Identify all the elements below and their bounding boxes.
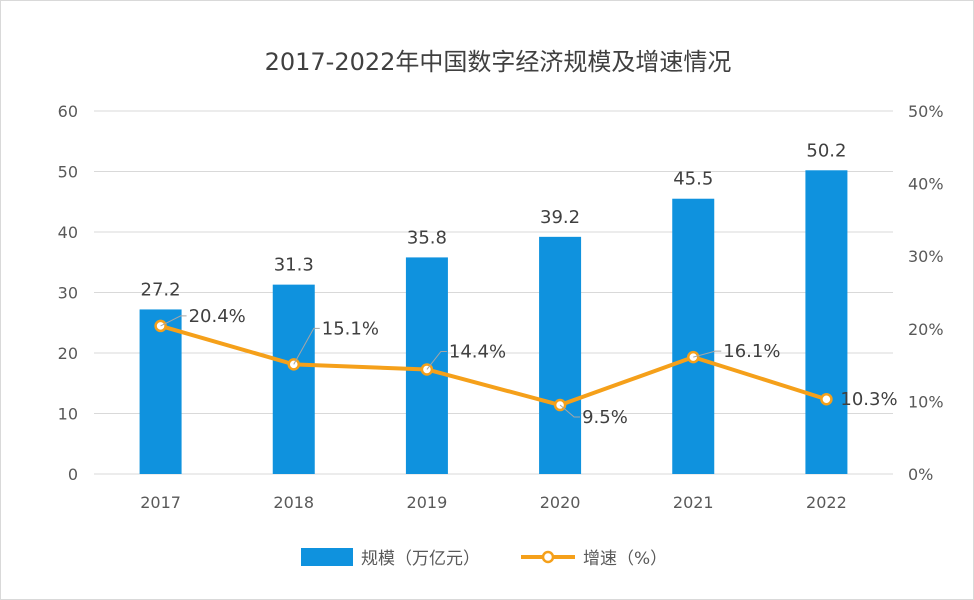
x-tick-label: 2017 xyxy=(140,493,181,512)
line-data-label: 15.1% xyxy=(322,318,379,339)
left-tick-label: 40 xyxy=(58,223,78,242)
left-tick-label: 60 xyxy=(58,102,78,121)
x-tick-label: 2018 xyxy=(273,493,314,512)
gridlines xyxy=(94,110,893,475)
line-data-labels: 20.4% 15.1% 14.4% 9.5% 16.1% 10.3% xyxy=(160,306,898,428)
right-tick-label: 50% xyxy=(908,102,944,121)
bar xyxy=(805,170,848,475)
left-tick-label: 20 xyxy=(58,344,78,363)
leader-line xyxy=(559,404,581,418)
right-tick-label: 30% xyxy=(908,247,944,266)
right-tick-label: 0% xyxy=(908,465,933,484)
legend-bar-swatch xyxy=(301,548,353,566)
right-tick-label: 20% xyxy=(908,320,944,339)
left-tick-label: 10 xyxy=(58,405,78,424)
leader-line xyxy=(293,327,320,365)
line-data-label: 10.3% xyxy=(840,389,897,410)
legend-line-label: 增速（%） xyxy=(583,549,667,569)
bar-series xyxy=(139,170,848,475)
bar-data-label: 39.2 xyxy=(540,207,580,228)
line-data-label: 20.4% xyxy=(189,306,246,327)
left-tick-label: 30 xyxy=(58,284,78,303)
chart-title: 2017-2022年中国数字经济规模及增速情况 xyxy=(265,48,732,76)
x-tick-label: 2019 xyxy=(407,493,448,512)
legend-bar-label: 规模（万亿元） xyxy=(361,549,480,569)
right-tick-label: 40% xyxy=(908,175,944,194)
bar xyxy=(672,198,715,474)
line-series xyxy=(154,319,833,412)
line-data-label: 14.4% xyxy=(449,341,506,362)
bar-data-label: 31.3 xyxy=(274,255,314,276)
left-tick-label: 50 xyxy=(58,163,78,182)
x-tick-label: 2020 xyxy=(540,493,581,512)
legend: 规模（万亿元） 增速（%） xyxy=(301,548,667,569)
left-tick-label: 0 xyxy=(68,465,78,484)
bar-data-label: 50.2 xyxy=(806,140,846,161)
bar xyxy=(139,309,182,474)
bar xyxy=(539,236,582,474)
bar-data-label: 45.5 xyxy=(673,169,713,190)
bar-data-labels: 27.2 31.3 35.8 39.2 45.5 50.2 xyxy=(141,140,847,300)
leader-line xyxy=(160,315,187,327)
bar-data-label: 27.2 xyxy=(141,279,181,300)
left-axis-ticks: 0 10 20 30 40 50 60 xyxy=(58,102,78,484)
x-axis-ticks: 2017 2018 2019 2020 2021 2022 xyxy=(140,493,847,512)
bar xyxy=(272,284,315,474)
growth-line xyxy=(160,323,828,408)
x-tick-label: 2022 xyxy=(806,493,847,512)
line-point xyxy=(820,392,833,406)
x-tick-label: 2021 xyxy=(673,493,714,512)
right-tick-label: 10% xyxy=(908,392,944,411)
bar-data-label: 35.8 xyxy=(407,227,447,248)
line-data-label: 16.1% xyxy=(723,341,780,362)
legend-line-marker xyxy=(541,550,555,564)
line-data-label: 9.5% xyxy=(582,407,628,428)
leader-line xyxy=(426,350,447,370)
right-axis-ticks: 0% 10% 20% 30% 40% 50% xyxy=(908,102,944,484)
leader-line xyxy=(693,350,722,358)
